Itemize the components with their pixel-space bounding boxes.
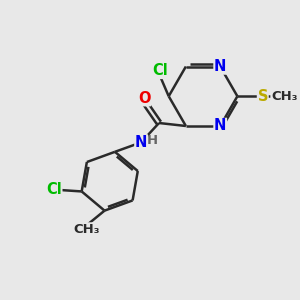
Text: Cl: Cl	[46, 182, 62, 197]
Text: S: S	[257, 89, 268, 104]
Text: N: N	[214, 59, 226, 74]
Text: Cl: Cl	[152, 63, 168, 78]
Text: O: O	[138, 91, 150, 106]
Text: H: H	[147, 134, 158, 147]
Text: N: N	[214, 118, 226, 134]
Text: CH₃: CH₃	[271, 90, 298, 103]
Text: CH₃: CH₃	[74, 223, 100, 236]
Text: N: N	[135, 135, 147, 150]
